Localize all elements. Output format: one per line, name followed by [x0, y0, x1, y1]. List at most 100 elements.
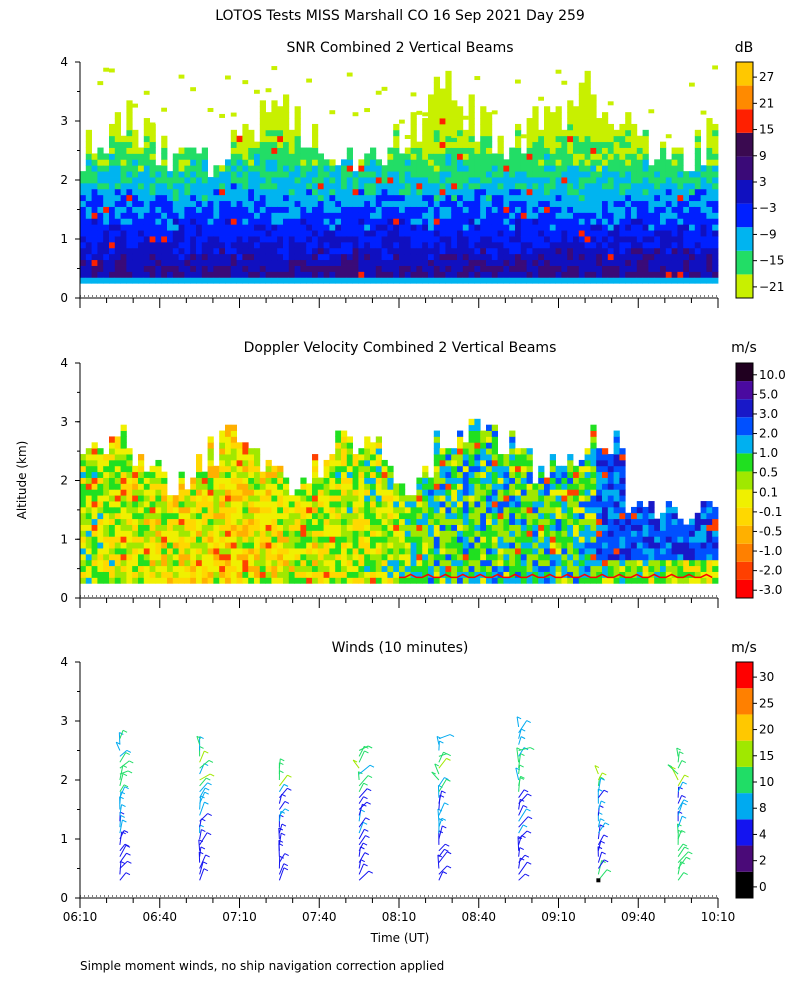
velocity-cell [236, 536, 243, 543]
snr-cell [689, 259, 696, 266]
velocity-cell [393, 565, 400, 572]
velocity-cell [625, 571, 632, 578]
snr-cell [126, 224, 133, 231]
snr-cell [138, 271, 145, 278]
snr-cell [654, 271, 661, 278]
velocity-cell [457, 518, 464, 525]
snr-cell [665, 247, 672, 255]
snr-cell [97, 241, 104, 249]
snr-cell [143, 194, 150, 202]
velocity-cell [341, 501, 348, 508]
snr-cell [143, 206, 150, 213]
snr-cell [474, 177, 481, 184]
snr-cell [97, 206, 104, 213]
velocity-cell [358, 565, 365, 572]
snr-cell [196, 241, 203, 249]
snr-cell [242, 123, 249, 131]
snr-cell [225, 230, 232, 237]
velocity-cell [544, 483, 551, 490]
snr-cell [642, 177, 649, 184]
snr-cell [230, 141, 237, 148]
velocity-cell [120, 559, 127, 567]
snr-cell [445, 88, 452, 95]
snr-cell [317, 171, 324, 178]
velocity-cell [323, 548, 330, 555]
snr-cell [428, 206, 435, 213]
snr-cell [97, 153, 104, 160]
velocity-cell [300, 553, 307, 561]
snr-cell [416, 218, 423, 225]
snr-cell [207, 212, 214, 219]
velocity-cell [416, 530, 423, 537]
velocity-cell [132, 501, 139, 508]
velocity-cell [410, 506, 417, 514]
velocity-cell [346, 465, 353, 473]
snr-cell [248, 188, 255, 196]
snr-cell [103, 67, 109, 72]
snr-cell [712, 230, 719, 237]
velocity-cell [503, 536, 510, 543]
velocity-cell [619, 524, 626, 531]
snr-cell [120, 171, 127, 178]
snr-cell [677, 194, 684, 202]
snr-cell [567, 147, 574, 154]
snr-cell [178, 74, 185, 79]
snr-cell [486, 171, 493, 178]
velocity-cell [103, 536, 110, 543]
velocity-cell [404, 495, 411, 502]
velocity-cell [161, 559, 168, 567]
snr-cell [549, 277, 556, 284]
velocity-cell [457, 524, 464, 531]
velocity-cell [219, 489, 226, 496]
snr-cell [300, 200, 307, 207]
velocity-cell [439, 553, 446, 561]
velocity-cell [155, 483, 162, 490]
velocity-cell [277, 565, 284, 572]
velocity-cell [520, 553, 527, 561]
velocity-cell [607, 477, 614, 484]
snr-cell [602, 277, 609, 284]
velocity-cell [567, 477, 574, 484]
snr-cell [346, 212, 353, 219]
snr-cell [132, 177, 139, 184]
velocity-cell [567, 518, 574, 525]
velocity-cell [590, 559, 597, 567]
velocity-cell [167, 524, 174, 531]
snr-cell [694, 277, 701, 284]
snr-cell [335, 188, 342, 196]
snr-cell [248, 224, 255, 231]
velocity-cell [544, 553, 551, 561]
snr-cell [549, 265, 556, 272]
snr-cell [410, 218, 417, 225]
velocity-cell [306, 518, 313, 525]
velocity-cell [486, 524, 493, 531]
velocity-cell [132, 530, 139, 537]
velocity-cell [555, 495, 562, 502]
snr-cell [329, 241, 336, 249]
snr-cell [213, 247, 220, 255]
snr-cell [190, 241, 197, 249]
snr-cell [445, 100, 452, 107]
snr-cell [607, 218, 614, 225]
velocity-cell [457, 536, 464, 543]
snr-cell [567, 230, 574, 237]
snr-cell [288, 129, 295, 137]
velocity-cell [613, 506, 620, 514]
velocity-cell [80, 454, 87, 461]
snr-cell [532, 194, 539, 202]
snr-cell [91, 236, 98, 243]
velocity-cell [375, 530, 382, 537]
velocity-cell [178, 495, 185, 502]
snr-cell [306, 212, 313, 219]
velocity-cell [294, 489, 301, 496]
snr-cell [375, 182, 382, 190]
velocity-cell [306, 483, 313, 490]
velocity-cell [422, 506, 429, 514]
snr-cell [132, 241, 139, 249]
snr-cell [631, 259, 638, 266]
snr-cell [213, 171, 220, 178]
snr-cell [410, 129, 417, 137]
velocity-cell [149, 512, 156, 520]
snr-cell [694, 230, 701, 237]
velocity-cell [300, 571, 307, 578]
